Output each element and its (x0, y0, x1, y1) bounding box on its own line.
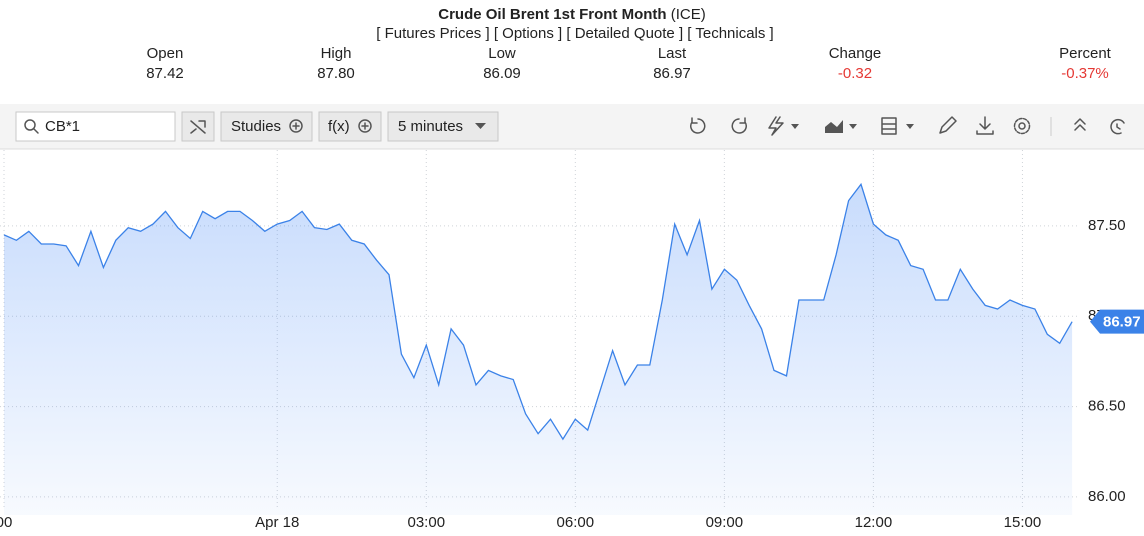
caret (475, 123, 486, 129)
x-tick-label: 00 (0, 514, 12, 531)
x-tick-label: 06:00 (557, 514, 595, 531)
link[interactable]: [ Technicals ] (687, 25, 773, 42)
download-icon[interactable] (976, 116, 994, 135)
quote-label: Last (658, 45, 687, 62)
x-tick-label: 03:00 (408, 514, 446, 531)
draw-icon[interactable] (939, 116, 957, 134)
history-icon[interactable] (1110, 118, 1125, 135)
header: Crude Oil Brent 1st Front Month (ICE) [ … (376, 6, 773, 42)
quote-row: Open 87.42 High 87.80 Low 86.09 Last 86.97 Chang… (146, 45, 1111, 82)
last-price-label: 86.97 (1103, 314, 1141, 331)
y-tick-label: 86.50 (1088, 398, 1126, 415)
quote-label: Percent (1059, 45, 1112, 62)
link[interactable]: [ Options ] (494, 25, 562, 42)
x-tick-label: 15:00 (1004, 514, 1042, 531)
template-icon[interactable] (881, 117, 897, 135)
price-line (3, 182, 1073, 441)
x-tick-label: 12:00 (855, 514, 893, 531)
title: Crude Oil Brent 1st Front Month (ICE) (438, 6, 706, 23)
plus-icon (361, 122, 369, 130)
x-tick-label: 09:00 (706, 514, 744, 531)
search-text[interactable]: CB*1 (45, 118, 80, 135)
caret (791, 124, 799, 129)
x-tick-label: Apr 18 (255, 514, 299, 531)
quote-value: 87.42 (146, 65, 184, 82)
redo-icon[interactable] (731, 117, 747, 134)
quote-label: Change (829, 45, 882, 62)
undo-icon[interactable] (690, 117, 706, 134)
quote-label: Low (488, 45, 516, 62)
settings-icon[interactable] (1018, 122, 1026, 130)
y-tick-label: 87.50 (1088, 217, 1126, 234)
area (4, 184, 1073, 516)
settings-icon (1013, 117, 1031, 135)
shuffle-icon (190, 120, 206, 134)
quote-value: -0.37% (1061, 65, 1109, 82)
button-label[interactable]: Studies (231, 118, 281, 135)
links: [ Futures Prices ] [ Options ] [ Detaile… (376, 25, 773, 42)
plus-icon (289, 119, 303, 133)
search-icon (24, 119, 36, 131)
caret (906, 124, 914, 129)
last-price-badge (1090, 309, 1144, 334)
quote-value: 86.97 (653, 65, 691, 82)
exchange: (ICE) (671, 6, 706, 23)
chart-type-icon[interactable] (825, 120, 843, 133)
quote-value: -0.32 (838, 65, 872, 82)
plus-icon (292, 122, 300, 130)
interval-label[interactable]: 5 minutes (398, 118, 463, 135)
toolbar: CB*1 Studies f(x) 5 minutes (0, 104, 1144, 150)
collapse-icon[interactable] (1074, 118, 1086, 131)
title-name: Crude Oil Brent 1st Front Month (438, 6, 666, 23)
quote-label: High (321, 45, 352, 62)
search-icon (33, 128, 39, 134)
chart: 00 Apr 18 03:00 06:00 09:00 12:00 15:00 86.00 86… (0, 150, 1144, 531)
link[interactable]: [ Futures Prices ] (376, 25, 489, 42)
search-box[interactable] (15, 111, 176, 142)
quote-value: 86.09 (483, 65, 521, 82)
quote-value: 87.80 (317, 65, 355, 82)
caret (849, 124, 857, 129)
events-icon[interactable] (768, 116, 784, 136)
quote-label: Open (147, 45, 184, 62)
plus-icon (358, 119, 372, 133)
y-tick-label: 86.00 (1088, 488, 1126, 505)
link[interactable]: [ Detailed Quote ] (566, 25, 683, 42)
button-label[interactable]: f(x) (328, 118, 350, 135)
